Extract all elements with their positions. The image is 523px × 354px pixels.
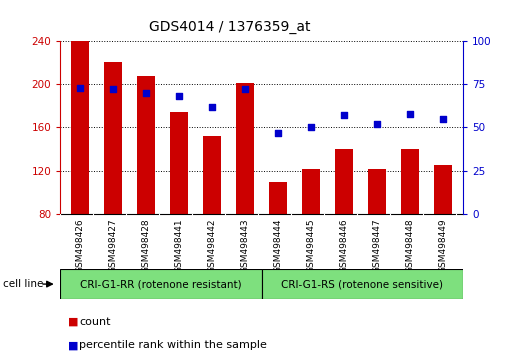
Bar xyxy=(302,169,320,214)
Text: GSM498447: GSM498447 xyxy=(372,218,382,273)
Bar xyxy=(434,165,452,214)
Text: GSM498445: GSM498445 xyxy=(306,218,315,273)
Text: GSM498428: GSM498428 xyxy=(141,218,151,273)
Bar xyxy=(170,112,188,214)
Bar xyxy=(335,149,353,214)
Bar xyxy=(137,76,155,214)
Bar xyxy=(203,136,221,214)
Bar xyxy=(368,169,386,214)
Point xyxy=(241,86,249,92)
Point xyxy=(274,130,282,136)
Bar xyxy=(236,83,254,214)
Text: GSM498426: GSM498426 xyxy=(75,218,84,273)
Point xyxy=(208,104,216,109)
Bar xyxy=(401,149,419,214)
Text: ■: ■ xyxy=(68,340,78,350)
Text: count: count xyxy=(79,317,111,327)
Text: GSM498448: GSM498448 xyxy=(405,218,415,273)
Text: CRI-G1-RS (rotenone sensitive): CRI-G1-RS (rotenone sensitive) xyxy=(281,279,443,289)
Text: GSM498444: GSM498444 xyxy=(274,218,282,273)
Text: GSM498441: GSM498441 xyxy=(175,218,184,273)
Bar xyxy=(71,41,89,214)
Point xyxy=(373,121,381,127)
Bar xyxy=(104,62,122,214)
Bar xyxy=(269,182,287,214)
Text: percentile rank within the sample: percentile rank within the sample xyxy=(79,340,267,350)
Text: CRI-G1-RR (rotenone resistant): CRI-G1-RR (rotenone resistant) xyxy=(80,279,242,289)
Text: GSM498449: GSM498449 xyxy=(439,218,448,273)
Bar xyxy=(262,269,463,299)
Point xyxy=(142,90,150,96)
Point xyxy=(307,125,315,130)
Text: ■: ■ xyxy=(68,317,78,327)
Point xyxy=(406,111,414,116)
Text: cell line: cell line xyxy=(3,279,43,289)
Text: GSM498443: GSM498443 xyxy=(241,218,249,273)
Text: GDS4014 / 1376359_at: GDS4014 / 1376359_at xyxy=(149,19,310,34)
Point xyxy=(340,113,348,118)
Bar xyxy=(60,269,262,299)
Point xyxy=(175,93,183,99)
Point xyxy=(109,86,117,92)
Point xyxy=(76,85,84,90)
Text: GSM498446: GSM498446 xyxy=(339,218,348,273)
Point xyxy=(439,116,447,122)
Text: GSM498442: GSM498442 xyxy=(208,218,217,273)
Text: GSM498427: GSM498427 xyxy=(108,218,118,273)
